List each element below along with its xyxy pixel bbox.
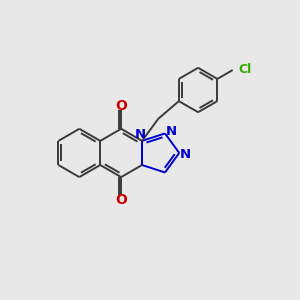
Text: N: N (166, 125, 177, 138)
Text: O: O (115, 99, 127, 113)
Text: O: O (115, 193, 127, 207)
Text: N: N (180, 148, 191, 161)
Text: Cl: Cl (238, 63, 251, 76)
Text: N: N (135, 128, 146, 142)
